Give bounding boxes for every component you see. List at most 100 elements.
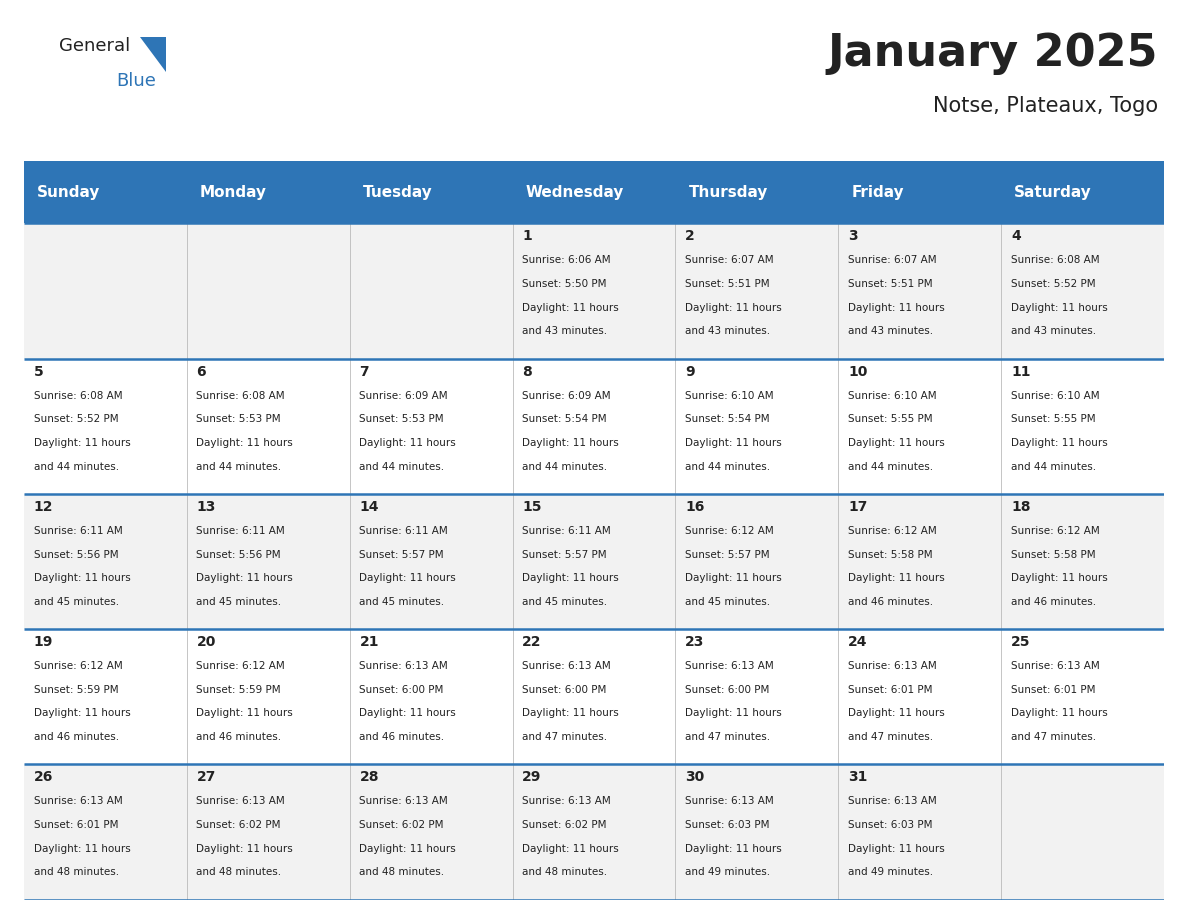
Text: 9: 9 [685, 364, 695, 378]
Text: Saturday: Saturday [1015, 185, 1092, 199]
Text: Sunset: 6:02 PM: Sunset: 6:02 PM [360, 820, 444, 830]
Text: 14: 14 [360, 499, 379, 514]
Text: 16: 16 [685, 499, 704, 514]
Text: Sunset: 5:56 PM: Sunset: 5:56 PM [196, 550, 282, 560]
Text: Daylight: 11 hours: Daylight: 11 hours [360, 438, 456, 448]
Text: Sunset: 6:02 PM: Sunset: 6:02 PM [523, 820, 607, 830]
Text: January 2025: January 2025 [828, 32, 1158, 75]
Text: Sunset: 5:54 PM: Sunset: 5:54 PM [523, 414, 607, 424]
Text: and 48 minutes.: and 48 minutes. [196, 868, 282, 878]
Text: Daylight: 11 hours: Daylight: 11 hours [1011, 438, 1108, 448]
Text: 28: 28 [360, 770, 379, 784]
Text: and 48 minutes.: and 48 minutes. [523, 868, 607, 878]
Text: and 44 minutes.: and 44 minutes. [523, 462, 607, 472]
Text: Daylight: 11 hours: Daylight: 11 hours [33, 709, 131, 719]
Text: Sunset: 5:54 PM: Sunset: 5:54 PM [685, 414, 770, 424]
Text: Sunset: 5:53 PM: Sunset: 5:53 PM [196, 414, 282, 424]
Text: Daylight: 11 hours: Daylight: 11 hours [360, 844, 456, 854]
Text: Daylight: 11 hours: Daylight: 11 hours [523, 438, 619, 448]
Text: Daylight: 11 hours: Daylight: 11 hours [33, 844, 131, 854]
Bar [24, 629, 1164, 765]
Text: Daylight: 11 hours: Daylight: 11 hours [1011, 709, 1108, 719]
Text: and 43 minutes.: and 43 minutes. [685, 327, 770, 336]
Text: Sunset: 6:01 PM: Sunset: 6:01 PM [33, 820, 118, 830]
Text: and 43 minutes.: and 43 minutes. [848, 327, 934, 336]
Text: Sunset: 5:51 PM: Sunset: 5:51 PM [685, 279, 770, 289]
Text: 26: 26 [33, 770, 53, 784]
Text: 31: 31 [848, 770, 867, 784]
Text: Sunset: 5:53 PM: Sunset: 5:53 PM [360, 414, 444, 424]
Text: Sunrise: 6:13 AM: Sunrise: 6:13 AM [523, 796, 611, 806]
Text: Sunday: Sunday [37, 185, 100, 199]
Text: Sunrise: 6:12 AM: Sunrise: 6:12 AM [848, 526, 937, 536]
Text: Sunset: 5:55 PM: Sunset: 5:55 PM [848, 414, 933, 424]
Text: Sunrise: 6:08 AM: Sunrise: 6:08 AM [1011, 255, 1100, 265]
Text: 13: 13 [196, 499, 216, 514]
Text: Sunrise: 6:09 AM: Sunrise: 6:09 AM [360, 391, 448, 400]
Text: and 49 minutes.: and 49 minutes. [685, 868, 770, 878]
Text: Daylight: 11 hours: Daylight: 11 hours [685, 438, 782, 448]
Text: Sunrise: 6:13 AM: Sunrise: 6:13 AM [360, 661, 448, 671]
Text: and 46 minutes.: and 46 minutes. [360, 733, 444, 742]
Text: Sunset: 5:57 PM: Sunset: 5:57 PM [360, 550, 444, 560]
Text: Friday: Friday [852, 185, 904, 199]
Text: 10: 10 [848, 364, 867, 378]
Text: Daylight: 11 hours: Daylight: 11 hours [33, 573, 131, 583]
Text: and 44 minutes.: and 44 minutes. [33, 462, 119, 472]
Text: Sunrise: 6:13 AM: Sunrise: 6:13 AM [523, 661, 611, 671]
Text: Sunrise: 6:12 AM: Sunrise: 6:12 AM [33, 661, 122, 671]
Text: 3: 3 [848, 230, 858, 243]
Bar [24, 223, 1164, 359]
Text: and 48 minutes.: and 48 minutes. [33, 868, 119, 878]
Text: Sunset: 6:00 PM: Sunset: 6:00 PM [685, 685, 770, 695]
Text: Sunrise: 6:08 AM: Sunrise: 6:08 AM [33, 391, 122, 400]
Text: Sunrise: 6:12 AM: Sunrise: 6:12 AM [1011, 526, 1100, 536]
Text: Sunset: 6:02 PM: Sunset: 6:02 PM [196, 820, 280, 830]
Text: and 47 minutes.: and 47 minutes. [848, 733, 934, 742]
Text: Notse, Plateaux, Togo: Notse, Plateaux, Togo [934, 96, 1158, 117]
Text: and 45 minutes.: and 45 minutes. [33, 597, 119, 607]
Text: Daylight: 11 hours: Daylight: 11 hours [33, 438, 131, 448]
Text: 2: 2 [685, 230, 695, 243]
Text: 11: 11 [1011, 364, 1030, 378]
Text: Sunset: 6:01 PM: Sunset: 6:01 PM [848, 685, 933, 695]
Text: 29: 29 [523, 770, 542, 784]
Text: Sunrise: 6:13 AM: Sunrise: 6:13 AM [33, 796, 122, 806]
Bar [24, 765, 1164, 900]
Text: Daylight: 11 hours: Daylight: 11 hours [523, 303, 619, 313]
Text: Sunset: 5:52 PM: Sunset: 5:52 PM [1011, 279, 1095, 289]
Bar [24, 161, 1164, 223]
Text: and 43 minutes.: and 43 minutes. [523, 327, 607, 336]
Text: Sunset: 6:00 PM: Sunset: 6:00 PM [360, 685, 444, 695]
Text: Daylight: 11 hours: Daylight: 11 hours [523, 709, 619, 719]
Text: 25: 25 [1011, 635, 1030, 649]
Text: 17: 17 [848, 499, 867, 514]
Text: Daylight: 11 hours: Daylight: 11 hours [685, 709, 782, 719]
Text: Sunrise: 6:10 AM: Sunrise: 6:10 AM [685, 391, 773, 400]
Text: 20: 20 [196, 635, 216, 649]
Text: General: General [59, 37, 131, 55]
Text: Tuesday: Tuesday [362, 185, 432, 199]
Text: 21: 21 [360, 635, 379, 649]
Text: 30: 30 [685, 770, 704, 784]
Text: Sunset: 5:57 PM: Sunset: 5:57 PM [685, 550, 770, 560]
Text: Sunrise: 6:13 AM: Sunrise: 6:13 AM [848, 796, 937, 806]
Bar [24, 494, 1164, 629]
Text: 1: 1 [523, 230, 532, 243]
Text: Sunrise: 6:13 AM: Sunrise: 6:13 AM [1011, 661, 1100, 671]
Text: 7: 7 [360, 364, 369, 378]
Text: 8: 8 [523, 364, 532, 378]
Text: Daylight: 11 hours: Daylight: 11 hours [360, 573, 456, 583]
Text: and 47 minutes.: and 47 minutes. [1011, 733, 1097, 742]
Text: Daylight: 11 hours: Daylight: 11 hours [685, 303, 782, 313]
Text: and 45 minutes.: and 45 minutes. [523, 597, 607, 607]
Text: Sunset: 5:56 PM: Sunset: 5:56 PM [33, 550, 118, 560]
Polygon shape [140, 37, 166, 72]
Text: Wednesday: Wednesday [525, 185, 624, 199]
Text: Sunset: 5:59 PM: Sunset: 5:59 PM [33, 685, 118, 695]
Text: Sunset: 6:03 PM: Sunset: 6:03 PM [685, 820, 770, 830]
Text: and 49 minutes.: and 49 minutes. [848, 868, 934, 878]
Text: Daylight: 11 hours: Daylight: 11 hours [685, 844, 782, 854]
Text: and 44 minutes.: and 44 minutes. [360, 462, 444, 472]
Text: 15: 15 [523, 499, 542, 514]
